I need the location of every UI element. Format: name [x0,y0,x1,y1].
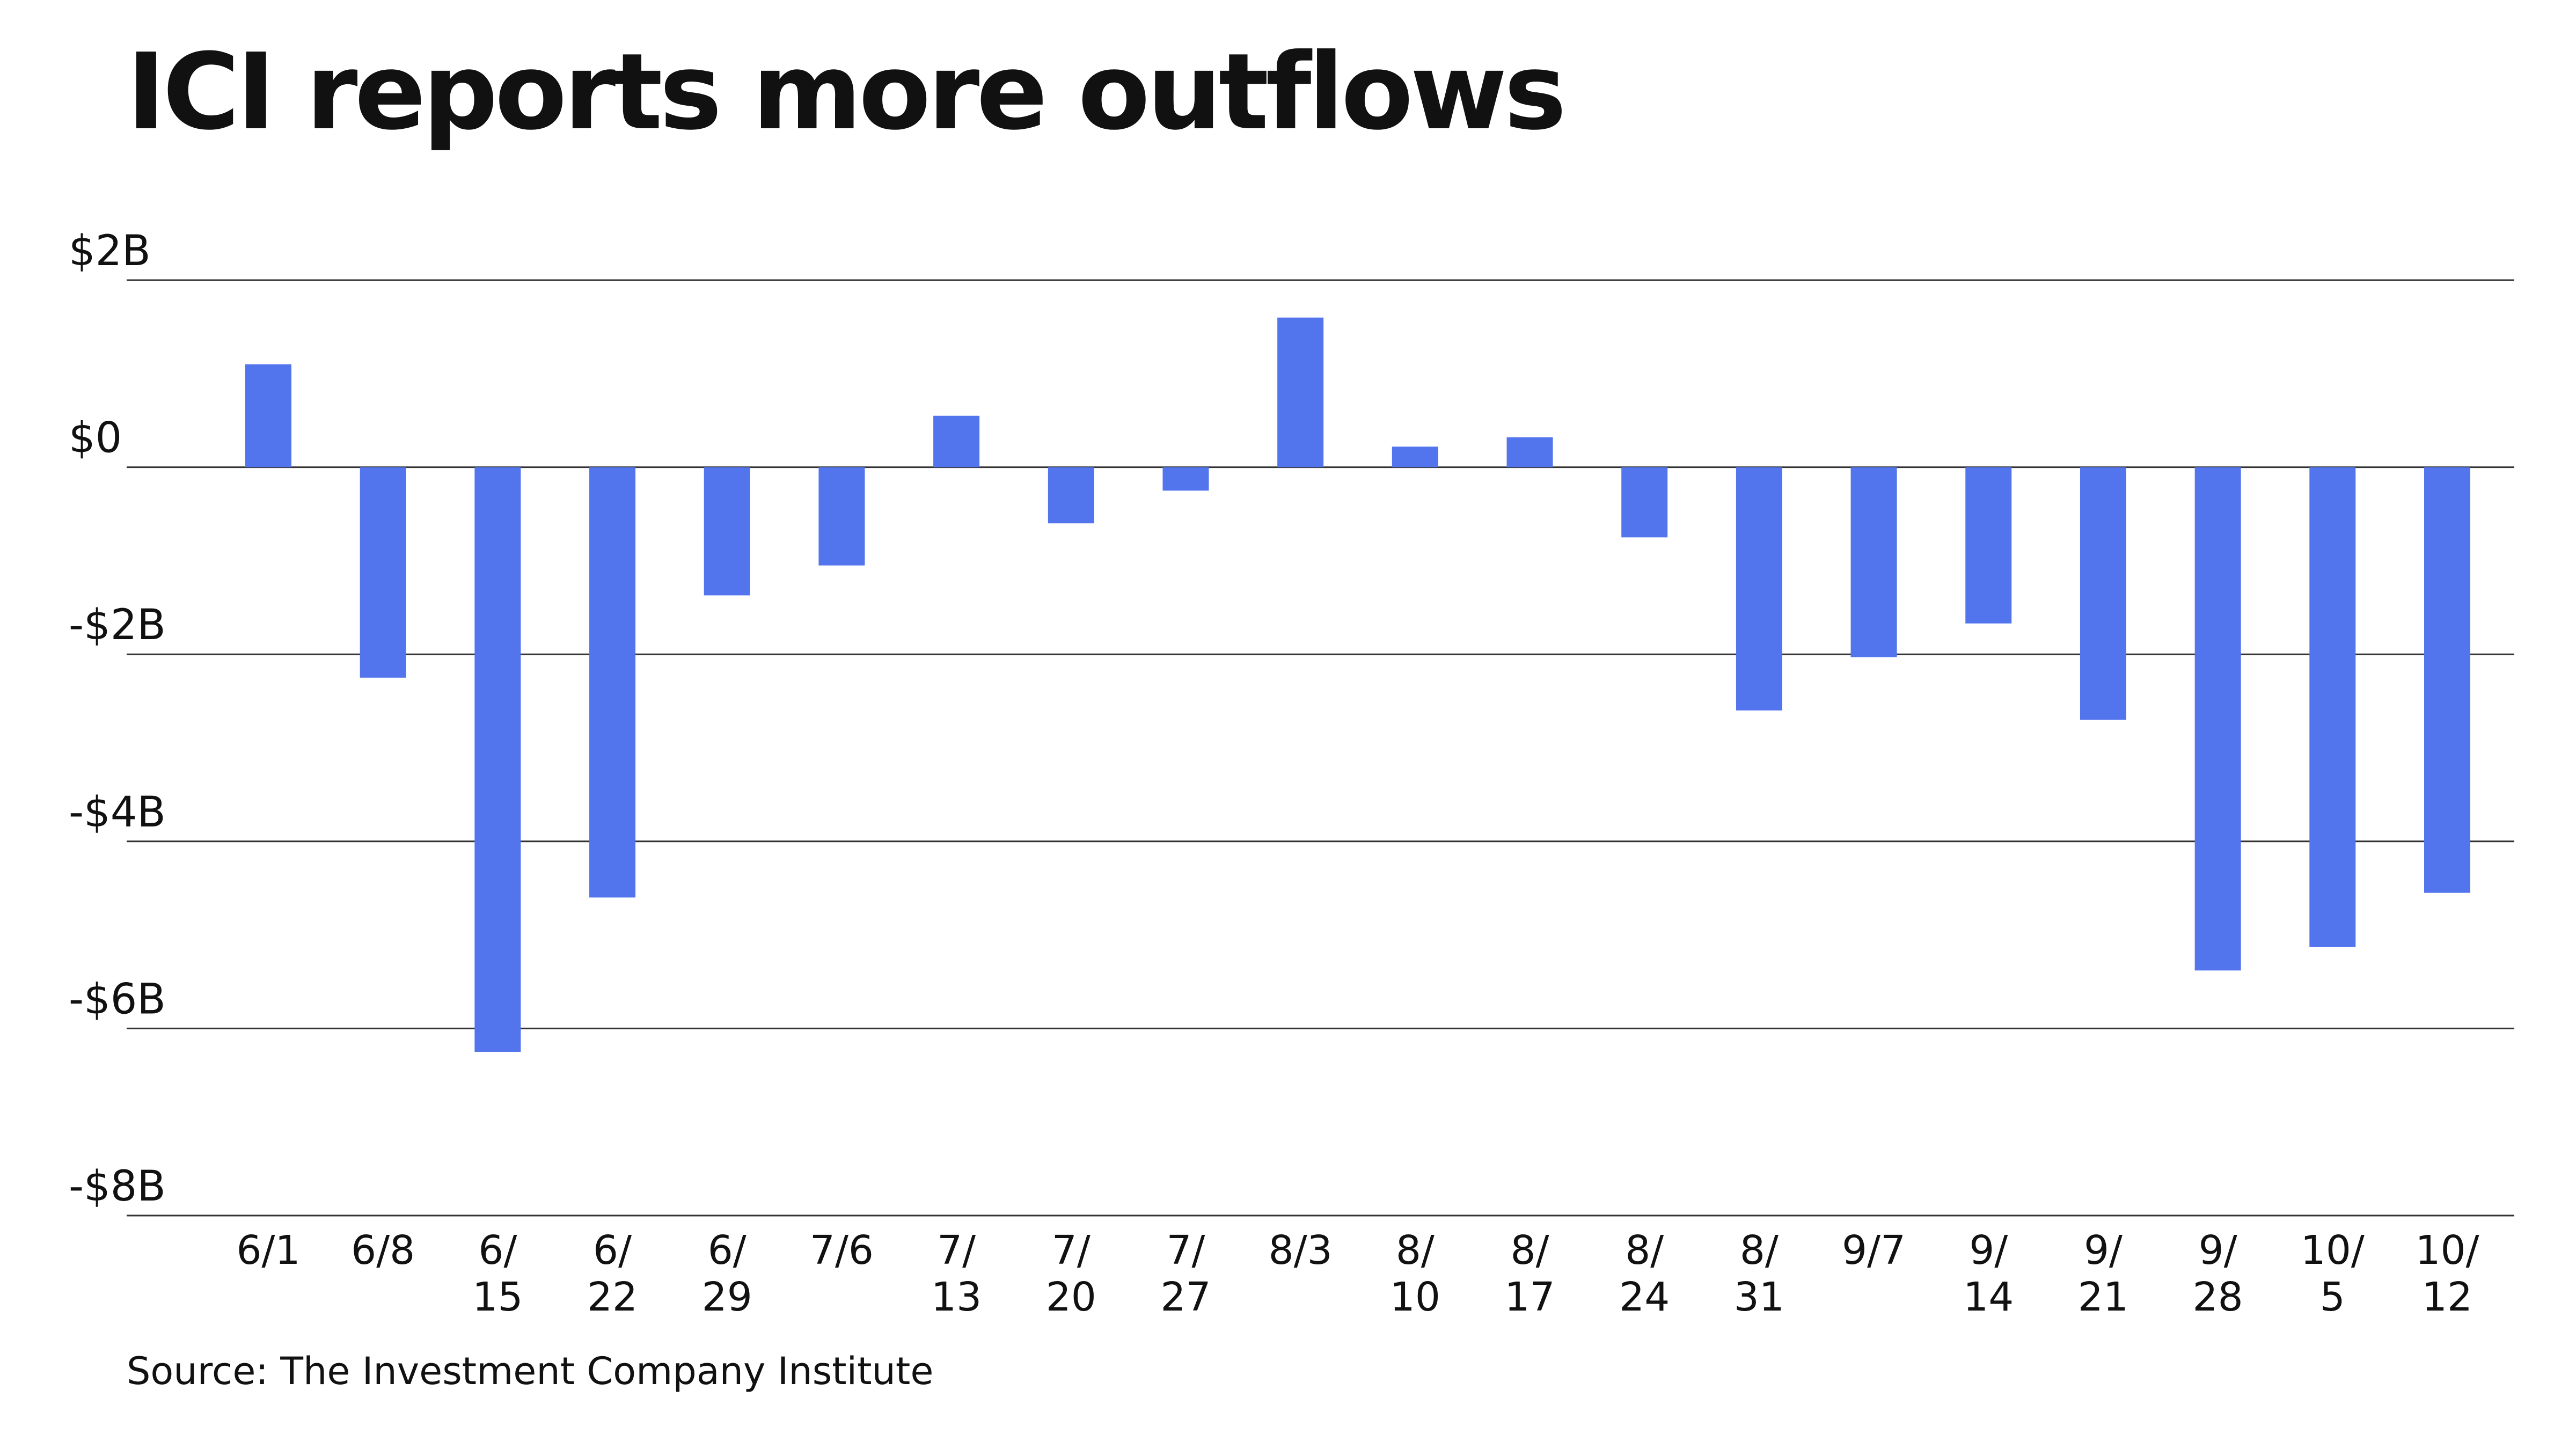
x-tick-label: 6/1 [236,1227,300,1274]
x-tick-label: 9/ [1969,1227,2008,1274]
x-tick-label: 28 [2193,1274,2243,1320]
x-tick-label: 6/ [708,1227,747,1274]
bar-8-17 [1506,437,1553,467]
y-tick-label: $2B [69,227,151,275]
x-axis-tick-labels: 6/1 6/8 6/156/226/297/6 7/137/207/278/3 8/10… [236,1227,2479,1320]
x-tick-label: 29 [702,1274,752,1320]
bar-9-28 [2194,467,2241,971]
x-tick-label: 7/ [1166,1227,1205,1274]
bar-8-3 [1277,317,1324,467]
bar-7-27 [1162,467,1209,491]
bar-6-22 [589,467,636,898]
y-tick-label: -$6B [69,975,166,1023]
x-tick-label: 24 [1619,1274,1670,1320]
bar-7-13 [933,415,980,467]
x-tick-label: 17 [1504,1274,1555,1320]
x-tick-label: 31 [1734,1274,1784,1320]
bar-6-1 [245,364,291,467]
x-tick-label: 8/ [1740,1227,1779,1274]
bar-9-7 [1850,467,1897,657]
x-tick-label: 12 [2422,1274,2472,1320]
x-tick-label: 7/6 [810,1227,874,1274]
y-tick-label: -$4B [69,788,166,837]
bar-6-15 [474,467,521,1052]
x-tick-label: 21 [2078,1274,2128,1320]
x-tick-label: 10/ [2415,1227,2479,1274]
bar-10-5 [2309,467,2356,947]
y-tick-label: -$8B [69,1162,166,1211]
x-tick-label: 6/8 [351,1227,415,1274]
x-tick-label: 8/ [1511,1227,1549,1274]
x-tick-label: 27 [1160,1274,1211,1320]
x-tick-label: 10/ [2301,1227,2365,1274]
bar-6-29 [704,467,750,596]
bar-10-12 [2424,467,2470,893]
bar-8-10 [1392,447,1438,467]
bar-9-21 [2080,467,2126,720]
x-tick-label: 22 [587,1274,638,1320]
x-tick-label: 5 [2320,1274,2345,1320]
y-axis-tick-labels: $2B $0 -$2B -$4B -$6B -$8B [69,227,166,1211]
x-tick-label: 10 [1390,1274,1440,1320]
y-tick-label: -$2B [69,601,166,649]
bar-8-31 [1736,467,1782,711]
x-tick-label: 7/ [1052,1227,1091,1274]
x-tick-label: 20 [1046,1274,1096,1320]
y-tick-label: $0 [69,414,122,463]
x-tick-label: 6/ [593,1227,632,1274]
x-tick-label: 13 [931,1274,982,1320]
x-tick-label: 6/ [478,1227,517,1274]
chart-title: ICI reports more outflows [127,31,1567,153]
x-tick-label: 7/ [937,1227,976,1274]
x-tick-label: 8/ [1625,1227,1664,1274]
bar-7-6 [818,467,865,566]
bar-6-8 [360,467,406,678]
bar-7-20 [1048,467,1094,524]
x-tick-label: 15 [472,1274,523,1320]
source-note: Source: The Investment Company Institute [127,1349,934,1393]
x-tick-label: 8/ [1396,1227,1435,1274]
x-tick-label: 8/3 [1269,1227,1333,1274]
bars [245,317,2470,1052]
bar-9-14 [1965,467,2012,624]
bar-8-24 [1621,467,1668,538]
x-tick-label: 9/ [2199,1227,2237,1274]
x-tick-label: 14 [1963,1274,2014,1320]
x-tick-label: 9/ [2084,1227,2123,1274]
x-tick-label: 9/7 [1842,1227,1906,1274]
